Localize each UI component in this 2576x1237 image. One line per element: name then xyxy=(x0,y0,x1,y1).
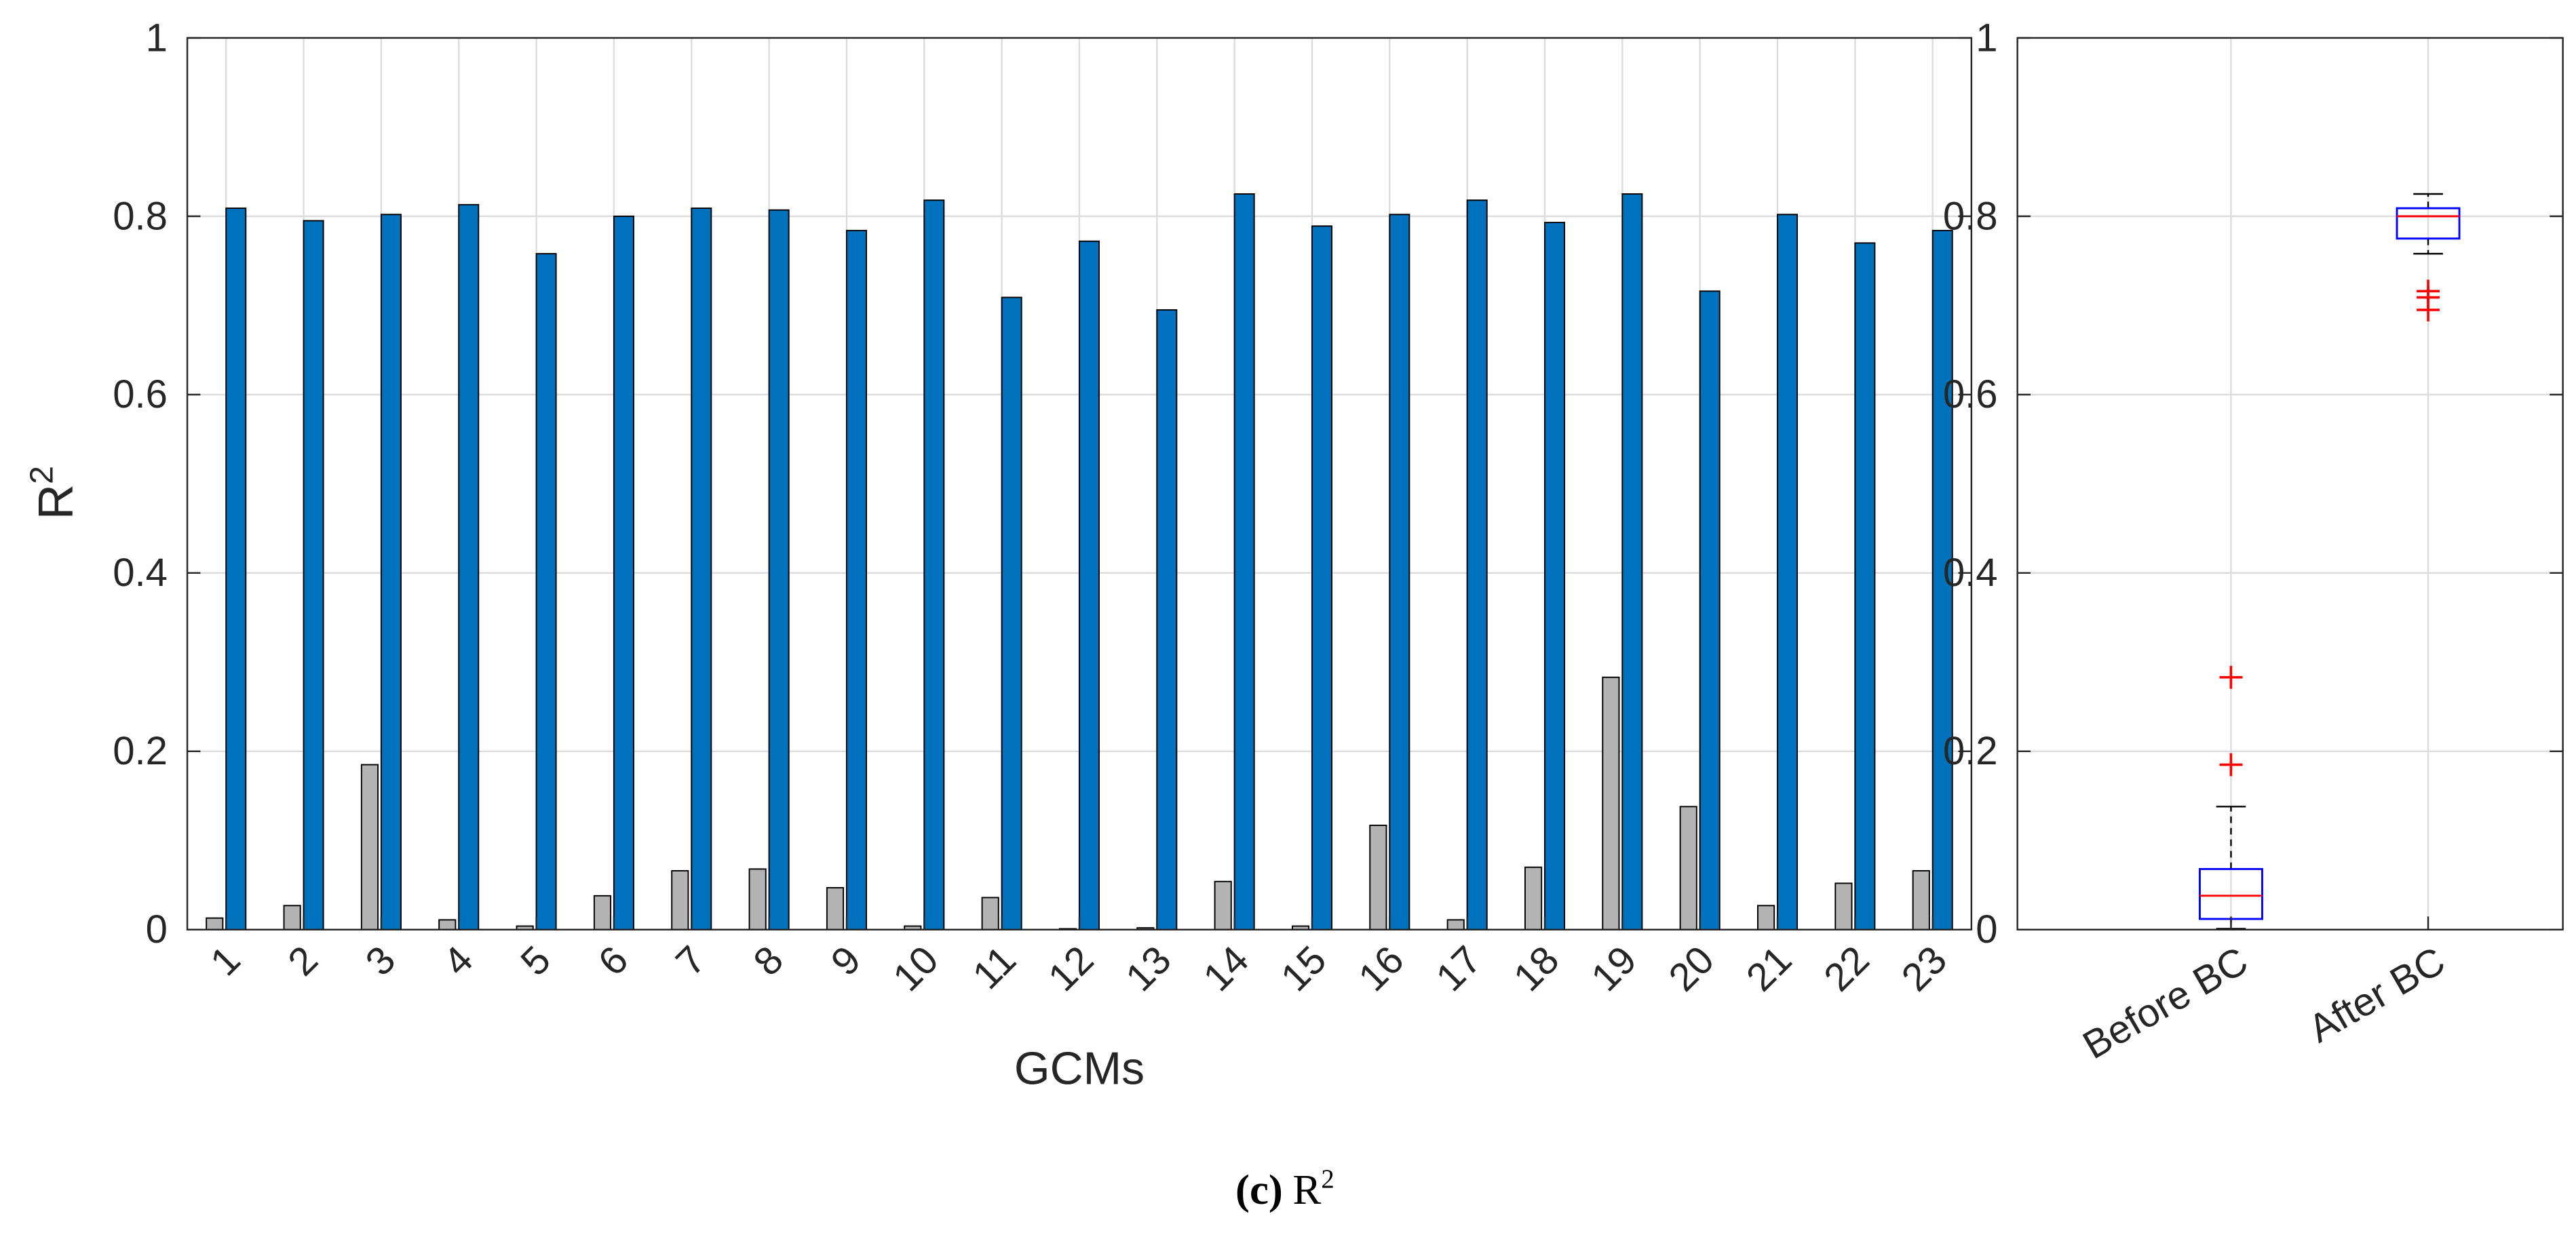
x-tick-label: 5 xyxy=(512,937,559,984)
bar xyxy=(1001,296,1022,930)
x-tick-label: 17 xyxy=(1427,937,1490,1000)
x-tick-label: 12 xyxy=(1040,937,1102,1000)
bar xyxy=(1756,905,1775,930)
y-tick-label: 0 xyxy=(146,907,168,951)
bar xyxy=(1446,919,1465,930)
bar xyxy=(923,199,945,930)
y-tick-label: 0.4 xyxy=(113,551,168,595)
x-tick-label: 8 xyxy=(745,937,792,984)
bar xyxy=(1214,880,1232,930)
bar xyxy=(1466,199,1488,930)
bar xyxy=(691,208,712,930)
x-tick-label: 19 xyxy=(1583,937,1645,1000)
y-tick-label: 0.8 xyxy=(1943,194,1998,238)
axes-frame xyxy=(186,37,1973,931)
plot-area xyxy=(2017,37,2563,930)
x-tick-label: 20 xyxy=(1660,937,1723,1000)
x-tick-label: 13 xyxy=(1117,937,1180,1000)
bar xyxy=(1311,225,1333,930)
bar xyxy=(1621,193,1643,930)
outlier xyxy=(2219,665,2243,689)
y-axis-label: R2 xyxy=(23,466,83,519)
bar xyxy=(748,868,767,930)
bar xyxy=(1931,229,1953,930)
y-label-base: R xyxy=(28,484,83,519)
bar xyxy=(671,870,689,930)
x-tick-label: 9 xyxy=(823,937,870,984)
x-tick-label: 16 xyxy=(1350,937,1412,1000)
y-label-sup: 2 xyxy=(23,466,60,484)
bar xyxy=(206,917,224,930)
bar xyxy=(1233,193,1255,930)
outlier xyxy=(2417,279,2440,303)
box xyxy=(2396,207,2461,240)
bar xyxy=(768,209,790,930)
x-tick-label: 23 xyxy=(1893,937,1955,1000)
x-tick-label: 15 xyxy=(1273,937,1335,1000)
x-tick-label: 1 xyxy=(202,937,249,984)
caption-sup: 2 xyxy=(1321,1164,1334,1194)
bar xyxy=(1699,290,1720,930)
bar xyxy=(303,220,324,930)
bar xyxy=(826,887,845,930)
bar xyxy=(535,253,557,930)
y-tick-label: 0 xyxy=(1976,907,1997,951)
x-tick-label: 11 xyxy=(964,937,1024,998)
x-tick-label: 10 xyxy=(885,937,947,1000)
x-tick-label: 6 xyxy=(590,937,637,984)
bar xyxy=(1524,866,1543,930)
y-tick-label: 0.8 xyxy=(113,194,168,238)
bar xyxy=(1854,242,1876,930)
x-tick-label: 18 xyxy=(1505,937,1568,1000)
bar xyxy=(283,905,301,930)
caption: (c) R2 xyxy=(1235,1164,1334,1213)
y-tick-label: 0.6 xyxy=(1943,372,1998,416)
bar xyxy=(1679,806,1697,930)
x-tick-label: 4 xyxy=(435,937,482,984)
bar xyxy=(1544,222,1566,930)
bar xyxy=(380,214,402,930)
y-tick-label: 0.4 xyxy=(1943,551,1998,595)
bar xyxy=(438,919,457,930)
x-tick-label: 2 xyxy=(280,937,326,984)
outlier xyxy=(2219,753,2243,777)
y-tick-label: 0.6 xyxy=(113,372,168,416)
bar xyxy=(225,208,247,930)
y-tick-label: 1 xyxy=(146,16,168,60)
x-tick-label: 3 xyxy=(357,937,404,984)
bar xyxy=(1602,676,1620,930)
bar xyxy=(613,215,634,930)
axes-frame xyxy=(2016,37,2564,931)
bar xyxy=(1369,824,1387,930)
x-tick-label: 7 xyxy=(668,937,714,984)
bar xyxy=(981,897,999,930)
bar xyxy=(1912,870,1930,930)
bar xyxy=(593,895,612,930)
bar xyxy=(458,203,480,930)
x-tick-label: 22 xyxy=(1815,937,1878,1000)
y-tick-label: 0.2 xyxy=(1943,729,1998,773)
bar xyxy=(1389,214,1410,930)
y-tick-label: 0.2 xyxy=(113,729,168,773)
bar xyxy=(360,764,379,930)
bar xyxy=(1777,214,1799,930)
caption-text: R xyxy=(1292,1166,1321,1213)
x-tick-label: Before BC xyxy=(2075,939,2255,1067)
x-tick-label: 14 xyxy=(1195,937,1257,1000)
y-tick-label: 1 xyxy=(1976,16,1997,60)
x-tick-label: After BC xyxy=(2301,939,2453,1051)
bar xyxy=(845,229,867,930)
bar xyxy=(1078,240,1100,930)
caption-label: (c) xyxy=(1235,1166,1283,1213)
x-tick-label: 21 xyxy=(1738,937,1801,1000)
bar xyxy=(1156,309,1178,930)
bar xyxy=(1834,882,1853,930)
x-axis-label: GCMs xyxy=(1014,1043,1145,1094)
